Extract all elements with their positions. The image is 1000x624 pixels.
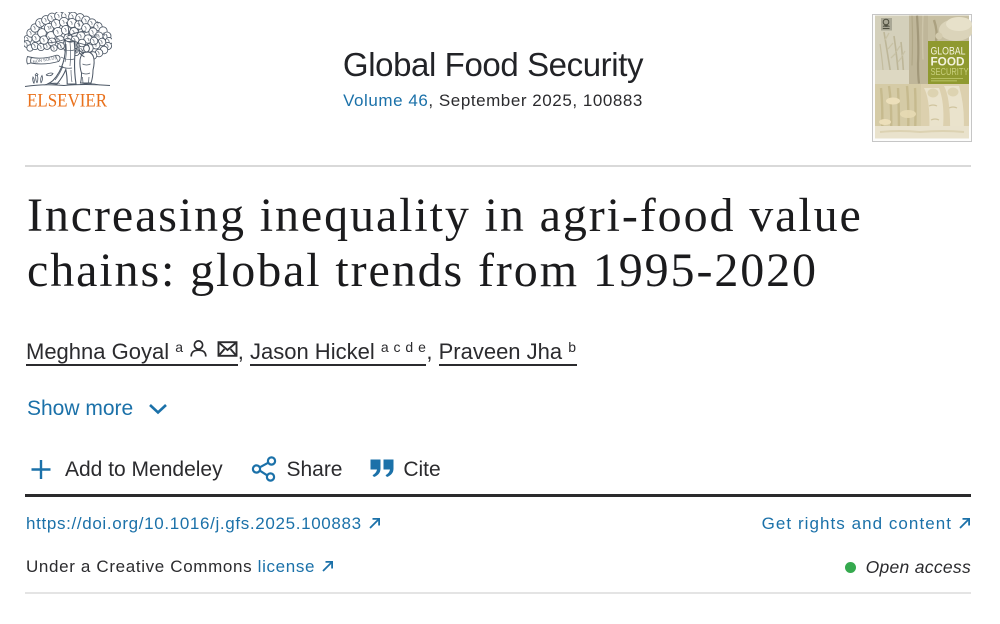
svg-text:SECURITY: SECURITY [931, 66, 969, 78]
svg-text:GLOBAL: GLOBAL [931, 46, 966, 58]
svg-text:ELSEVIER: ELSEVIER [27, 92, 108, 111]
svg-text:NON SOLUS: NON SOLUS [32, 55, 58, 64]
svg-text:FOOD: FOOD [931, 57, 965, 69]
